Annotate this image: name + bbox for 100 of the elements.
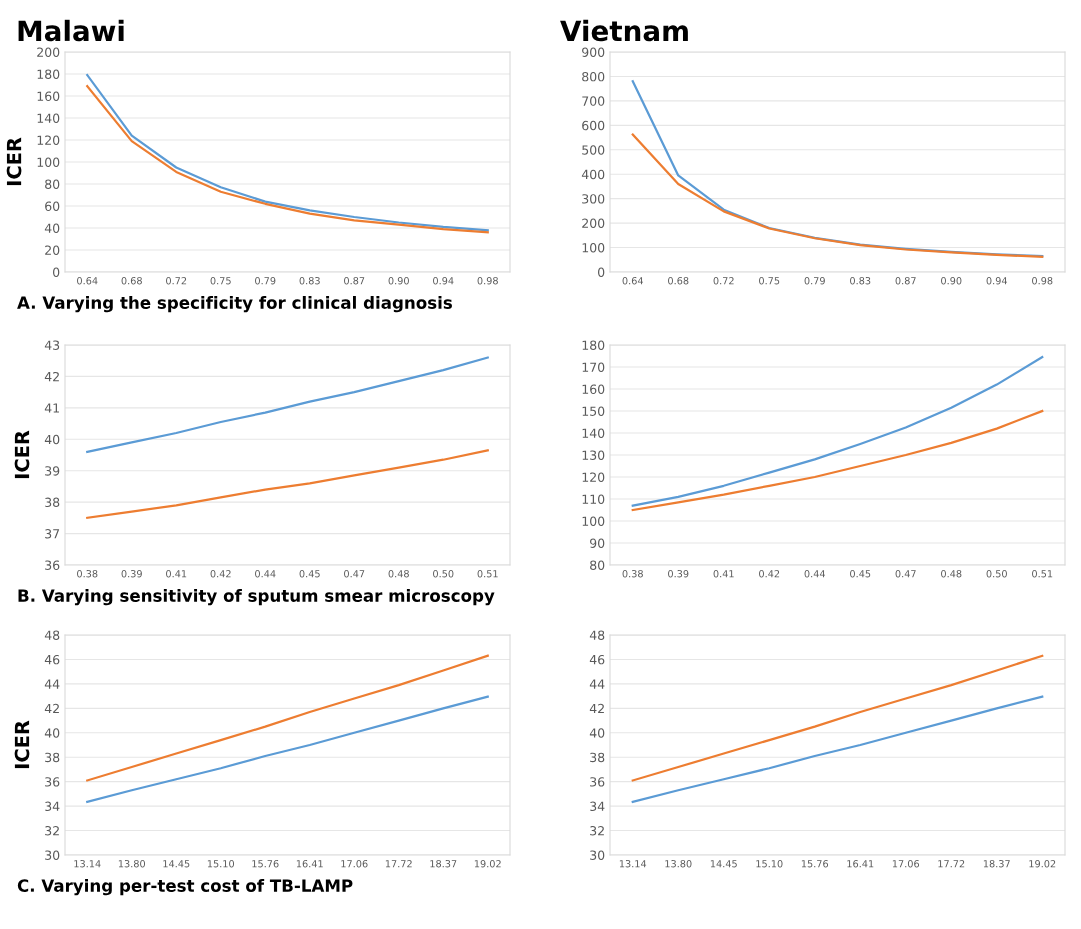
y-tick-label: 180 — [37, 69, 60, 79]
y-tick-label: 900 — [582, 47, 605, 57]
x-tick-label: 0.90 — [388, 277, 409, 285]
chart-title: Malawi — [18, 19, 124, 42]
y-tick-label: 38 — [590, 752, 605, 763]
x-tick-label: 0.44 — [804, 570, 826, 578]
x-tick-label: 0.45 — [850, 570, 871, 578]
y-tick-label: 48 — [44, 630, 60, 640]
y-tick-label: 140 — [582, 428, 605, 438]
y-tick-label: 120 — [37, 135, 60, 145]
y-tick-label: 41 — [44, 403, 59, 413]
x-tick-label: 0.87 — [344, 277, 365, 285]
y-tick-label: 44 — [589, 679, 605, 689]
x-tick-label: 13.80 — [118, 860, 146, 868]
text: B. Varying sensitivity of sputum smear microscopy — [18, 589, 495, 606]
y-tick-label: 80 — [590, 560, 605, 570]
x-tick-label: 0.68 — [121, 277, 142, 285]
y-tick-label: 40 — [44, 728, 60, 738]
x-tick-label: 0.98 — [1032, 277, 1053, 285]
line-series — [631, 355, 1044, 507]
y-tick-label: 36 — [590, 777, 605, 787]
x-tick-label: 0.87 — [895, 277, 916, 285]
x-tick-label: 16.41 — [296, 860, 323, 868]
y-tick-label: 32 — [45, 826, 59, 836]
x-tick-label: 0.48 — [388, 570, 409, 578]
x-tick-label: 0.47 — [344, 570, 365, 578]
x-tick-label: 0.39 — [668, 570, 689, 578]
x-tick-label: 0.42 — [759, 570, 780, 578]
y-tick-label: 40 — [44, 434, 60, 445]
x-tick-label: 0.50 — [433, 570, 454, 578]
x-tick-label: 0.68 — [668, 277, 689, 285]
x-tick-label: 18.37 — [430, 860, 457, 868]
y-tick-label: 46 — [589, 654, 605, 665]
line-series — [631, 654, 1044, 782]
y-tick-label: 110 — [582, 494, 605, 504]
chart-title: Vietnam — [560, 19, 688, 42]
line-series — [631, 133, 1044, 258]
y-tick-label: 170 — [582, 362, 605, 372]
y-tick-label: 46 — [44, 654, 60, 665]
x-tick-label: 0.64 — [77, 277, 98, 285]
y-tick-label: 150 — [582, 406, 605, 416]
y-tick-label: 40 — [589, 728, 605, 738]
y-tick-label: 300 — [582, 194, 605, 204]
x-tick-label: 17.06 — [341, 860, 368, 868]
line-series — [86, 449, 489, 519]
y-tick-label: 160 — [582, 384, 605, 394]
x-tick-label: 0.75 — [210, 277, 231, 285]
x-tick-label: 0.41 — [713, 570, 734, 578]
y-tick-label: 100 — [37, 157, 60, 167]
x-tick-label: 0.42 — [210, 570, 231, 578]
x-tick-label: 0.75 — [759, 277, 780, 285]
line-series — [86, 654, 489, 782]
text: C. Varying per-test cost of TB-LAMP — [17, 879, 353, 896]
x-tick-label: 15.76 — [252, 860, 279, 868]
x-tick-label: 0.83 — [850, 277, 871, 285]
y-tick-label: 36 — [45, 560, 60, 570]
x-tick-label: 0.39 — [121, 570, 142, 578]
y-tick-label: 130 — [582, 450, 605, 460]
y-axis-title: ICER — [14, 430, 30, 479]
y-tick-label: 38 — [45, 497, 60, 508]
y-tick-label: 36 — [45, 777, 60, 787]
y-tick-label: 60 — [45, 201, 60, 211]
text: A. Varying the specificity for clinical diagnosis — [17, 296, 452, 313]
x-tick-label: 0.94 — [433, 277, 454, 285]
y-tick-label: 80 — [45, 179, 60, 189]
y-tick-label: 20 — [45, 245, 60, 255]
x-tick-label: 0.79 — [804, 277, 825, 285]
x-tick-label: 17.06 — [892, 860, 920, 868]
x-tick-label: 13.80 — [665, 860, 692, 868]
x-tick-label: 14.45 — [710, 860, 737, 868]
x-tick-label: 0.64 — [622, 277, 644, 285]
line-series — [631, 80, 1044, 258]
y-tick-label: 38 — [45, 752, 60, 763]
y-tick-label: 48 — [589, 630, 605, 640]
x-tick-label: 16.41 — [847, 860, 874, 868]
x-tick-label: 0.79 — [255, 277, 276, 285]
y-tick-label: 0 — [598, 267, 605, 277]
y-tick-label: 42 — [589, 703, 604, 714]
x-tick-label: 0.38 — [622, 570, 643, 578]
y-tick-label: 42 — [44, 703, 59, 714]
y-tick-label: 100 — [582, 243, 605, 253]
x-tick-label: 0.72 — [166, 277, 187, 285]
x-tick-label: 0.51 — [477, 570, 498, 578]
x-tick-label: 0.94 — [986, 277, 1008, 285]
y-tick-label: 34 — [45, 801, 60, 812]
x-tick-label: 0.98 — [477, 277, 498, 285]
y-tick-label: 140 — [37, 113, 60, 123]
y-tick-label: 600 — [582, 120, 605, 131]
y-tick-label: 100 — [582, 516, 605, 526]
x-tick-label: 0.41 — [166, 570, 187, 578]
x-tick-label: 0.45 — [299, 570, 320, 578]
x-tick-label: 0.38 — [77, 570, 98, 578]
x-tick-label: 0.72 — [713, 277, 734, 285]
line-series — [631, 409, 1044, 512]
y-tick-label: 30 — [45, 850, 60, 860]
x-tick-label: 17.72 — [385, 860, 412, 868]
y-tick-label: 44 — [44, 679, 60, 689]
y-tick-label: 160 — [37, 91, 60, 101]
x-tick-label: 0.48 — [941, 570, 962, 578]
y-tick-label: 800 — [582, 71, 605, 82]
